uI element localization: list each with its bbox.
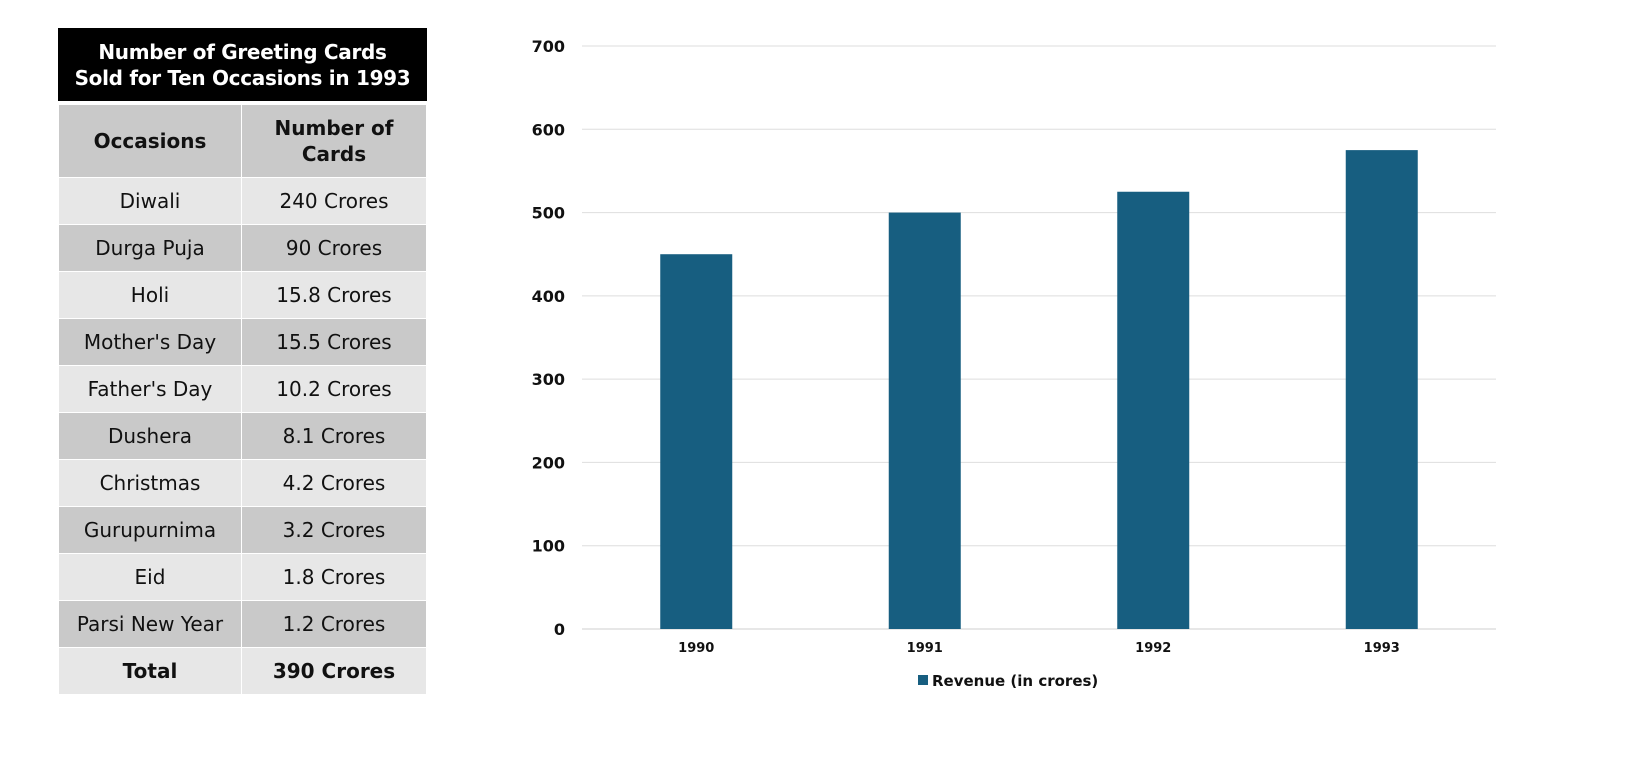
table-title: Number of Greeting Cards Sold for Ten Oc… <box>58 28 427 101</box>
header-number-of-cards: Number of Cards <box>241 104 427 178</box>
total-value: 390 Crores <box>241 647 427 695</box>
y-tick-label: 500 <box>532 204 565 223</box>
cards-cell: 15.8 Crores <box>241 271 427 319</box>
table-row: Gurupurnima 3.2 Crores <box>58 506 427 554</box>
occasion-cell: Parsi New Year <box>58 600 242 648</box>
legend-swatch <box>918 675 928 685</box>
y-tick-label: 600 <box>532 120 565 139</box>
cards-cell: 15.5 Crores <box>241 318 427 366</box>
table-total-row: Total 390 Crores <box>58 647 427 695</box>
x-tick-label: 1991 <box>907 641 943 656</box>
cards-cell: 90 Crores <box>241 224 427 272</box>
bar-1991 <box>888 212 961 630</box>
greeting-cards-table: Number of Greeting Cards Sold for Ten Oc… <box>58 28 427 695</box>
table-row: Mother's Day 15.5 Crores <box>58 318 427 366</box>
occasion-cell: Diwali <box>58 177 242 225</box>
x-tick-label: 1992 <box>1135 641 1171 656</box>
y-tick-label: 300 <box>532 370 565 389</box>
occasion-cell: Eid <box>58 553 242 601</box>
bar-1990 <box>660 254 733 629</box>
occasion-cell: Mother's Day <box>58 318 242 366</box>
table-row: Parsi New Year 1.2 Crores <box>58 600 427 648</box>
y-tick-label: 0 <box>554 620 565 639</box>
occasion-cell: Holi <box>58 271 242 319</box>
occasion-cell: Dushera <box>58 412 242 460</box>
table-row: Durga Puja 90 Crores <box>58 224 427 272</box>
table-row: Holi 15.8 Crores <box>58 271 427 319</box>
cards-cell: 8.1 Crores <box>241 412 427 460</box>
bar-1993 <box>1345 150 1418 629</box>
table-title-line2: Sold for Ten Occasions in 1993 <box>74 65 411 90</box>
x-tick-label: 1990 <box>678 641 714 656</box>
table-header-row: Occasions Number of Cards <box>58 104 427 178</box>
table-row: Dushera 8.1 Crores <box>58 412 427 460</box>
y-tick-label: 200 <box>532 453 565 472</box>
cards-cell: 1.8 Crores <box>241 553 427 601</box>
cards-cell: 10.2 Crores <box>241 365 427 413</box>
cards-cell: 3.2 Crores <box>241 506 427 554</box>
table-title-line1: Number of Greeting Cards <box>98 39 387 64</box>
bar-1992 <box>1117 191 1190 629</box>
total-label: Total <box>58 647 242 695</box>
table-row: Eid 1.8 Crores <box>58 553 427 601</box>
x-tick-label: 1993 <box>1364 641 1400 656</box>
occasion-cell: Gurupurnima <box>58 506 242 554</box>
occasion-cell: Durga Puja <box>58 224 242 272</box>
y-tick-label: 700 <box>532 37 565 56</box>
cards-cell: 1.2 Crores <box>241 600 427 648</box>
legend-label: Revenue (in crores) <box>932 672 1098 690</box>
y-tick-label: 400 <box>532 287 565 306</box>
occasion-cell: Christmas <box>58 459 242 507</box>
y-tick-label: 100 <box>532 537 565 556</box>
